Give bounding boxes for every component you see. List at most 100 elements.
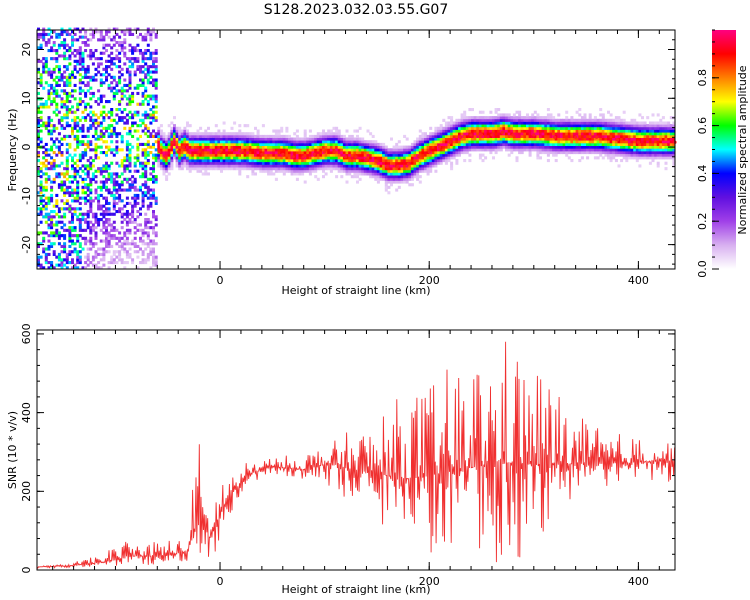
spectrogram-cell bbox=[146, 49, 150, 53]
spectrogram-cell bbox=[89, 236, 93, 240]
spectrogram-cell bbox=[186, 142, 189, 146]
spectrogram-cell bbox=[91, 159, 95, 163]
spectrogram-cell bbox=[76, 145, 80, 149]
spectrogram-cell bbox=[94, 137, 98, 141]
spectrogram-cell bbox=[324, 132, 328, 136]
spectrogram-cell bbox=[68, 231, 72, 235]
spectrogram-cell bbox=[110, 261, 114, 265]
spectrogram-cell bbox=[583, 132, 587, 136]
spectrogram-cell bbox=[149, 226, 153, 230]
spectrogram-cell bbox=[607, 129, 610, 133]
spectrogram-cell bbox=[78, 78, 82, 82]
spectrogram-cell bbox=[188, 151, 192, 155]
spectrogram-cell bbox=[413, 175, 417, 179]
spectrogram-cell bbox=[57, 220, 61, 224]
spectrogram-cell bbox=[227, 137, 231, 141]
spectrogram-cell bbox=[91, 51, 95, 55]
spectrogram-cell bbox=[136, 148, 140, 152]
spectrogram-cell bbox=[518, 137, 522, 141]
spectrogram-cell bbox=[575, 148, 579, 152]
spectrogram-cell bbox=[65, 97, 69, 101]
spectrogram-cell bbox=[44, 142, 48, 146]
spectrogram-cell bbox=[607, 151, 610, 155]
spectrogram-cell bbox=[60, 188, 64, 192]
spectrogram-cell bbox=[136, 215, 140, 219]
spectrogram-cell bbox=[225, 153, 229, 157]
spectrogram-cell bbox=[91, 255, 95, 259]
spectrogram-cell bbox=[86, 126, 90, 130]
spectrogram-cell bbox=[374, 151, 378, 155]
spectrogram-cell bbox=[71, 75, 74, 79]
spectrogram-cell bbox=[356, 140, 359, 144]
spectrogram-cell bbox=[112, 38, 116, 42]
spectrogram-cell bbox=[298, 151, 302, 155]
spectrogram-cell bbox=[272, 167, 276, 171]
spectrogram-cell bbox=[183, 151, 187, 155]
spectrogram-cell bbox=[541, 148, 545, 152]
spectrogram-cell bbox=[533, 145, 537, 149]
spectrogram-cell bbox=[638, 129, 642, 133]
spectrogram-cell bbox=[327, 145, 331, 149]
spectrogram-cell bbox=[42, 239, 46, 243]
spectrogram-cell bbox=[39, 266, 43, 270]
spectrogram-cell bbox=[395, 175, 399, 179]
spectrogram-cell bbox=[578, 118, 582, 122]
spectrogram-cell bbox=[617, 145, 621, 149]
spectrogram-cell bbox=[212, 156, 216, 160]
spectrogram-cell bbox=[248, 132, 252, 136]
spectrogram-cell bbox=[91, 94, 95, 98]
spectrogram-cell bbox=[667, 151, 671, 155]
spectrogram-cell bbox=[426, 134, 430, 138]
spectrogram-cell bbox=[212, 159, 216, 163]
spectrogram-cell bbox=[366, 161, 370, 165]
spectrogram-cell bbox=[376, 148, 380, 152]
spectrogram-cell bbox=[536, 153, 540, 157]
spectrogram-cell bbox=[272, 172, 276, 176]
spectrogram-cell bbox=[118, 41, 122, 45]
spectrogram-cell bbox=[118, 89, 122, 93]
spectrogram-cell bbox=[94, 129, 98, 133]
spectrogram-cell bbox=[335, 148, 339, 152]
spectrogram-cell bbox=[335, 159, 339, 163]
spectrogram-cell bbox=[484, 129, 488, 133]
spectrogram-cell bbox=[141, 91, 145, 95]
spectrogram-cell bbox=[549, 129, 553, 133]
spectrogram-cell bbox=[484, 118, 488, 122]
spectrogram-cell bbox=[371, 151, 375, 155]
spectrogram-cell bbox=[324, 145, 328, 149]
spectrogram-cell bbox=[178, 126, 182, 130]
spectrogram-cell bbox=[620, 118, 624, 122]
spectrogram-cell bbox=[94, 132, 98, 136]
spectrogram-cell bbox=[502, 118, 506, 122]
spectrogram-cell bbox=[76, 172, 80, 176]
spectrogram-cell bbox=[86, 175, 90, 179]
spectrogram-cell bbox=[86, 134, 90, 138]
spectrogram-cell bbox=[94, 151, 98, 155]
spectrogram-cell bbox=[507, 137, 511, 141]
spectrogram-cell bbox=[340, 169, 344, 173]
spectrogram-cell bbox=[282, 167, 286, 171]
spectrogram-cell bbox=[672, 134, 676, 138]
spectrogram-cell bbox=[52, 242, 56, 246]
spectrogram-cell bbox=[356, 145, 359, 149]
spectrogram-cell bbox=[37, 191, 40, 195]
spectrogram-cell bbox=[68, 228, 72, 232]
spectrogram-cell bbox=[345, 172, 349, 176]
spectrogram-cell bbox=[327, 151, 331, 155]
spectrogram-cell bbox=[50, 220, 54, 224]
spectrogram-cell bbox=[91, 164, 95, 168]
spectrogram-cell bbox=[154, 70, 158, 74]
spectrogram-cell bbox=[139, 70, 142, 74]
spectrogram-cell bbox=[588, 132, 592, 136]
spectrogram-cell bbox=[246, 159, 250, 163]
spectrogram-cell bbox=[567, 156, 571, 160]
spectrogram-cell bbox=[431, 164, 435, 168]
spectrogram-cell bbox=[97, 97, 101, 101]
spectrogram-cell bbox=[44, 100, 48, 104]
spectrogram-cell bbox=[63, 180, 67, 184]
spectrogram-cell bbox=[269, 167, 273, 171]
spectrogram-cell bbox=[123, 108, 127, 112]
spectrogram-cell bbox=[112, 97, 116, 101]
spectrogram-cell bbox=[254, 134, 257, 138]
